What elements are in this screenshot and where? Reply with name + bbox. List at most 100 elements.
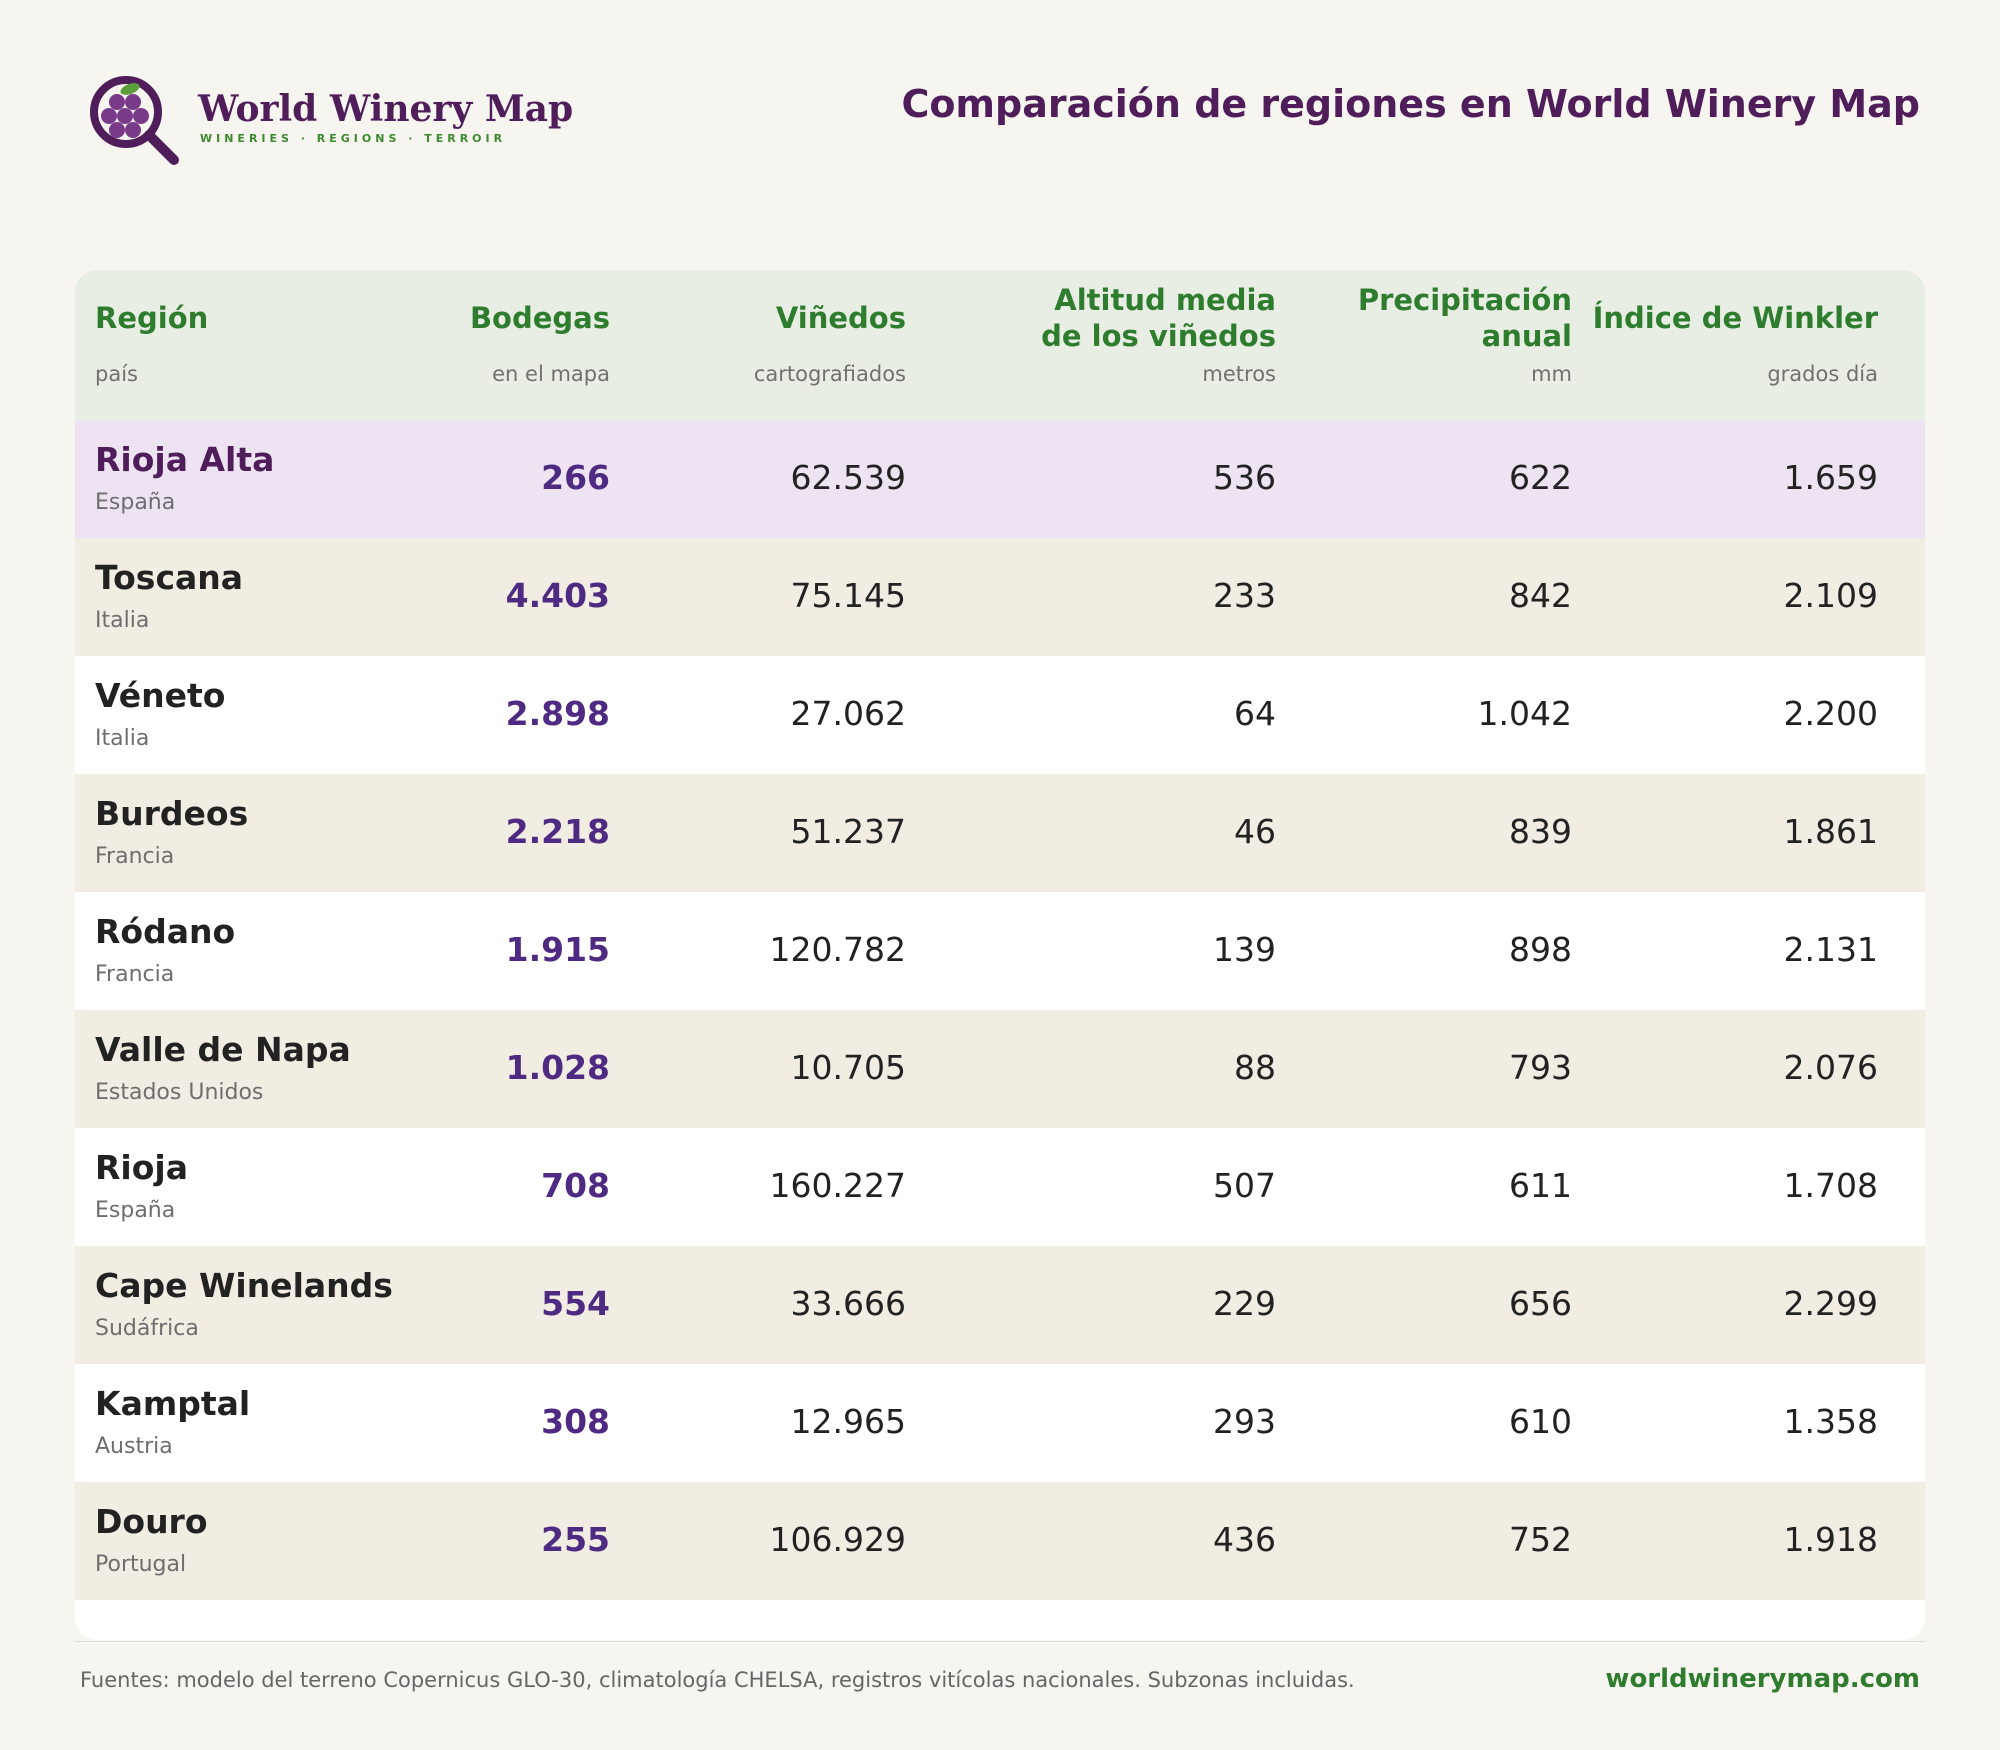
table-row: Rioja España 708 160.227 507 611 1.708 <box>75 1128 1925 1246</box>
cell-vinedos: 120.782 <box>769 930 906 969</box>
cell-winkler: 1.659 <box>1783 458 1878 497</box>
cell-country: Francia <box>95 962 175 987</box>
cell-bodegas: 708 <box>541 1166 610 1205</box>
cell-winkler: 2.200 <box>1783 694 1878 733</box>
table-row: Burdeos Francia 2.218 51.237 46 839 1.861 <box>75 774 1925 892</box>
table-row: Kamptal Austria 308 12.965 293 610 1.358 <box>75 1364 1925 1482</box>
column-header-precipitacion: Precipitación anual <box>1357 283 1572 353</box>
cell-precipitacion: 656 <box>1509 1284 1572 1323</box>
cell-bodegas: 1.915 <box>505 930 610 969</box>
cell-country: Estados Unidos <box>95 1080 264 1105</box>
cell-country: España <box>95 1198 176 1223</box>
cell-precipitacion: 839 <box>1509 812 1572 851</box>
cell-country: Italia <box>95 726 150 751</box>
cell-region: Toscana <box>95 558 244 597</box>
cell-country: Austria <box>95 1434 173 1459</box>
cell-altitud: 507 <box>1213 1166 1276 1205</box>
cell-bodegas: 308 <box>541 1402 610 1441</box>
table-row: Rioja Alta España 266 62.539 536 622 1.659 <box>75 420 1925 538</box>
cell-bodegas: 255 <box>541 1520 610 1559</box>
cell-bodegas: 2.218 <box>505 812 610 851</box>
cell-region: Cape Winelands <box>95 1266 393 1305</box>
cell-vinedos: 160.227 <box>769 1166 906 1205</box>
cell-winkler: 2.299 <box>1783 1284 1878 1323</box>
cell-winkler: 1.358 <box>1783 1402 1878 1441</box>
cell-precipitacion: 622 <box>1509 458 1572 497</box>
cell-precipitacion: 611 <box>1509 1166 1572 1205</box>
cell-vinedos: 10.705 <box>790 1048 906 1087</box>
cell-region: Véneto <box>95 676 226 715</box>
footer-sources: Fuentes: modelo del terreno Copernicus G… <box>80 1668 1355 1692</box>
column-subheader-winkler: grados día <box>1767 362 1878 386</box>
cell-altitud: 88 <box>1234 1048 1276 1087</box>
cell-precipitacion: 610 <box>1509 1402 1572 1441</box>
comparison-table: Región país Bodegas en el mapa Viñedos c… <box>75 270 1925 1640</box>
cell-vinedos: 12.965 <box>790 1402 906 1441</box>
cell-winkler: 2.109 <box>1783 576 1878 615</box>
column-header-vinedos: Viñedos <box>775 301 906 335</box>
column-subheader-altitud: metros <box>1202 362 1276 386</box>
table-row: Véneto Italia 2.898 27.062 64 1.042 2.200 <box>75 656 1925 774</box>
table-row: Douro Portugal 255 106.929 436 752 1.918 <box>75 1482 1925 1600</box>
cell-bodegas: 2.898 <box>505 694 610 733</box>
cell-altitud: 536 <box>1213 458 1276 497</box>
cell-winkler: 1.861 <box>1783 812 1878 851</box>
footer-website-link[interactable]: worldwinerymap.com <box>1605 1664 1920 1694</box>
brand-tagline: WINERIES · REGIONS · TERROIR <box>200 132 507 145</box>
cell-winkler: 2.131 <box>1783 930 1878 969</box>
cell-precipitacion: 793 <box>1509 1048 1572 1087</box>
cell-vinedos: 33.666 <box>790 1284 906 1323</box>
cell-altitud: 64 <box>1234 694 1276 733</box>
column-subheader-precipitacion: mm <box>1531 362 1572 386</box>
column-header-altitud: Altitud media de los viñedos <box>1041 283 1276 353</box>
footer-divider <box>75 1641 1925 1642</box>
cell-bodegas: 1.028 <box>505 1048 610 1087</box>
column-header-region: Región <box>95 301 209 335</box>
cell-bodegas: 266 <box>541 458 610 497</box>
column-header-bodegas: Bodegas <box>469 301 610 335</box>
cell-region: Rioja Alta <box>95 440 275 479</box>
cell-altitud: 46 <box>1234 812 1276 851</box>
cell-precipitacion: 752 <box>1509 1520 1572 1559</box>
cell-country: Portugal <box>95 1552 187 1577</box>
cell-bodegas: 554 <box>541 1284 610 1323</box>
cell-altitud: 293 <box>1213 1402 1276 1441</box>
table-row: Cape Winelands Sudáfrica 554 33.666 229 656 2.… <box>75 1246 1925 1364</box>
cell-altitud: 229 <box>1213 1284 1276 1323</box>
cell-precipitacion: 1.042 <box>1477 694 1572 733</box>
cell-region: Douro <box>95 1502 208 1541</box>
brand-name: World Winery Map <box>198 88 574 130</box>
table-header: Región país Bodegas en el mapa Viñedos c… <box>75 270 1925 420</box>
cell-region: Burdeos <box>95 794 249 833</box>
column-header-winkler: Índice de Winkler <box>1592 301 1878 335</box>
cell-precipitacion: 898 <box>1509 930 1572 969</box>
cell-region: Ródano <box>95 912 236 951</box>
header: World Winery Map WINERIES · REGIONS · TE… <box>0 0 2000 220</box>
cell-region: Rioja <box>95 1148 188 1187</box>
column-subheader-vinedos: cartografiados <box>753 362 906 386</box>
grape-magnifier-logo-icon <box>90 76 179 165</box>
cell-vinedos: 51.237 <box>790 812 906 851</box>
cell-altitud: 139 <box>1213 930 1276 969</box>
column-subheader-region: país <box>95 362 138 386</box>
cell-country: Sudáfrica <box>95 1316 199 1341</box>
cell-vinedos: 27.062 <box>790 694 906 733</box>
cell-vinedos: 75.145 <box>790 576 906 615</box>
cell-vinedos: 106.929 <box>769 1520 906 1559</box>
cell-country: Italia <box>95 608 150 633</box>
cell-winkler: 1.708 <box>1783 1166 1878 1205</box>
cell-precipitacion: 842 <box>1509 576 1572 615</box>
cell-vinedos: 62.539 <box>790 458 906 497</box>
cell-altitud: 233 <box>1213 576 1276 615</box>
cell-country: Francia <box>95 844 175 869</box>
page-title: Comparación de regiones en World Winery … <box>901 82 1920 126</box>
table-row: Ródano Francia 1.915 120.782 139 898 2.131 <box>75 892 1925 1010</box>
table-row: Toscana Italia 4.403 75.145 233 842 2.109 <box>75 538 1925 656</box>
cell-winkler: 1.918 <box>1783 1520 1878 1559</box>
cell-winkler: 2.076 <box>1783 1048 1878 1087</box>
table-row: Valle de Napa Estados Unidos 1.028 10.705 88… <box>75 1010 1925 1128</box>
column-subheader-bodegas: en el mapa <box>492 362 610 386</box>
cell-region: Valle de Napa <box>95 1030 351 1069</box>
cell-region: Kamptal <box>95 1384 251 1423</box>
cell-country: España <box>95 490 176 515</box>
